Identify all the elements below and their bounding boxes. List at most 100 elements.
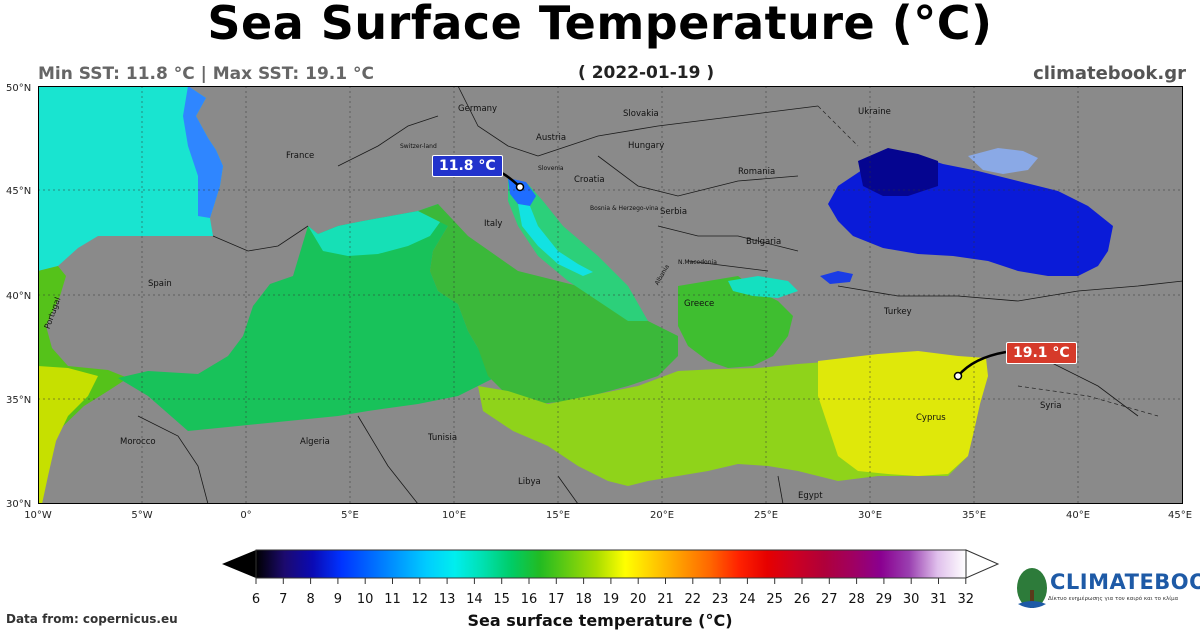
colorbar-tick: 12 (411, 592, 429, 607)
lat-label: 45°N (6, 186, 32, 197)
min-max-sst-label: Min SST: 11.8 °C | Max SST: 19.1 °C (38, 64, 374, 84)
atlantic-north-sea (38, 86, 223, 271)
colorbar-tick: 32 (957, 592, 975, 607)
disputed-borders (817, 105, 1159, 417)
lon-label: 20°E (649, 510, 675, 521)
country-label: Morocco (120, 437, 156, 447)
adriatic-sea (508, 178, 648, 321)
colorbar-max-arrow (965, 549, 1000, 579)
lon-label: 0° (240, 510, 252, 521)
country-label: Hungary (628, 141, 664, 151)
biscay-cold-edge (183, 86, 223, 218)
adriatic-cold-tip (508, 178, 536, 206)
country-label: Slovenia (538, 165, 564, 172)
colorbar-tick: 25 (766, 592, 783, 607)
lat-label: 35°N (6, 395, 32, 406)
country-label: Bosnia & Herzego-vina (590, 205, 659, 212)
black-sea-west-dark (858, 148, 938, 196)
colorbar-tick: 7 (279, 592, 288, 607)
country-label: Libya (518, 477, 541, 487)
country-label: Italy (484, 219, 502, 229)
map-frame (38, 86, 1183, 504)
colorbar-tick: 23 (711, 592, 729, 607)
country-label: Austria (536, 133, 566, 143)
levantine-yellow-sea (818, 351, 988, 476)
page-title: Sea Surface Temperature (°C) (207, 0, 993, 50)
colorbar-label: Sea surface temperature (°C) (467, 611, 733, 630)
colorbar-tick: 15 (493, 592, 510, 607)
country-label: Serbia (660, 207, 687, 217)
lon-label: 40°E (1065, 510, 1091, 521)
colorbar-tick: 8 (306, 592, 315, 607)
ligurian-sea-cool (308, 204, 443, 256)
country-label: Cyprus (916, 413, 946, 423)
country-label: Romania (738, 167, 775, 177)
western-mediterranean-sea (118, 204, 508, 431)
colorbar-tick: 22 (684, 592, 702, 607)
colorbar-tick: 26 (793, 592, 811, 607)
colorbar-tick: 27 (821, 592, 838, 607)
lon-label: 30°E (857, 510, 883, 521)
sea-of-marmara (820, 271, 853, 284)
colorbar-tick: 11 (384, 592, 401, 607)
colorbar-tick: 6 (251, 592, 261, 607)
lon-label: 5°W (131, 510, 153, 521)
colorbar-tick: 30 (902, 592, 920, 607)
lon-label: 10°W (24, 510, 52, 521)
colorbar-tick-marks (255, 578, 967, 584)
colorbar-tick: 13 (438, 592, 456, 607)
country-label: Spain (148, 279, 172, 289)
site-label: climatebook.gr (1033, 63, 1186, 84)
colorbar-tick: 29 (875, 592, 893, 607)
lon-label: 25°E (753, 510, 779, 521)
colorbar-tick: 9 (333, 592, 343, 607)
country-label: Greece (684, 299, 714, 309)
colorbar (222, 549, 1000, 584)
country-label: Slovakia (623, 109, 659, 119)
country-label: Croatia (574, 175, 605, 185)
country-label: Turkey (883, 307, 912, 317)
colorbar-tick: 20 (629, 592, 647, 607)
lat-label: 40°N (6, 291, 32, 302)
tree-icon (1017, 568, 1047, 608)
country-label: France (286, 151, 314, 161)
colorbar-tick: 16 (520, 592, 538, 607)
colorbar-min-arrow (222, 550, 256, 578)
lon-label: 15°E (545, 510, 571, 521)
climatebook-logo (1017, 568, 1047, 608)
atlantic-yellow-sea (38, 366, 98, 504)
country-label: Bulgaria (746, 237, 781, 247)
colorbar-tick: 17 (548, 592, 565, 607)
colorbar-tick: 10 (356, 592, 374, 607)
lat-label: 50°N (6, 83, 32, 94)
colorbar-tick: 14 (466, 592, 483, 607)
max-sst-label: 19.1 °C (1006, 342, 1077, 364)
min-sst-label: 11.8 °C (432, 155, 503, 177)
country-label: Syria (1040, 401, 1062, 411)
colorbar-tick: 18 (575, 592, 592, 607)
colorbar-tick: 28 (848, 592, 865, 607)
central-mediterranean-sea (418, 204, 678, 404)
lon-label: 35°E (961, 510, 987, 521)
data-source-label: Data from: copernicus.eu (6, 612, 178, 626)
lat-label: 30°N (6, 499, 32, 510)
colorbar-tick: 21 (657, 592, 674, 607)
sea-of-azov (968, 148, 1038, 174)
logo-tagline: Δίκτυο ενημέρωσης για τον καιρό και το κ… (1048, 596, 1179, 602)
colorbar-tick: 19 (602, 592, 620, 607)
logo-name: CLIMATEBOOK (1050, 570, 1200, 594)
country-label: Ukraine (858, 107, 891, 117)
map-canvas: Germany Slovakia Ukraine Austria Hungary… (38, 86, 1183, 504)
adriatic-cyan-edge (518, 204, 593, 276)
country-label: Switzer-land (400, 143, 437, 150)
colorbar-gradient (256, 550, 966, 578)
country-label: Egypt (798, 491, 823, 501)
sst-map: Germany Slovakia Ukraine Austria Hungary… (38, 86, 1183, 504)
country-label: Algeria (300, 437, 330, 447)
country-label: N.Macedonia (678, 259, 717, 266)
colorbar-tick: 24 (739, 592, 756, 607)
max-sst-marker (953, 350, 1007, 381)
country-borders (137, 86, 1183, 504)
wave-icon (1018, 601, 1046, 608)
lon-label: 5°E (341, 510, 359, 521)
